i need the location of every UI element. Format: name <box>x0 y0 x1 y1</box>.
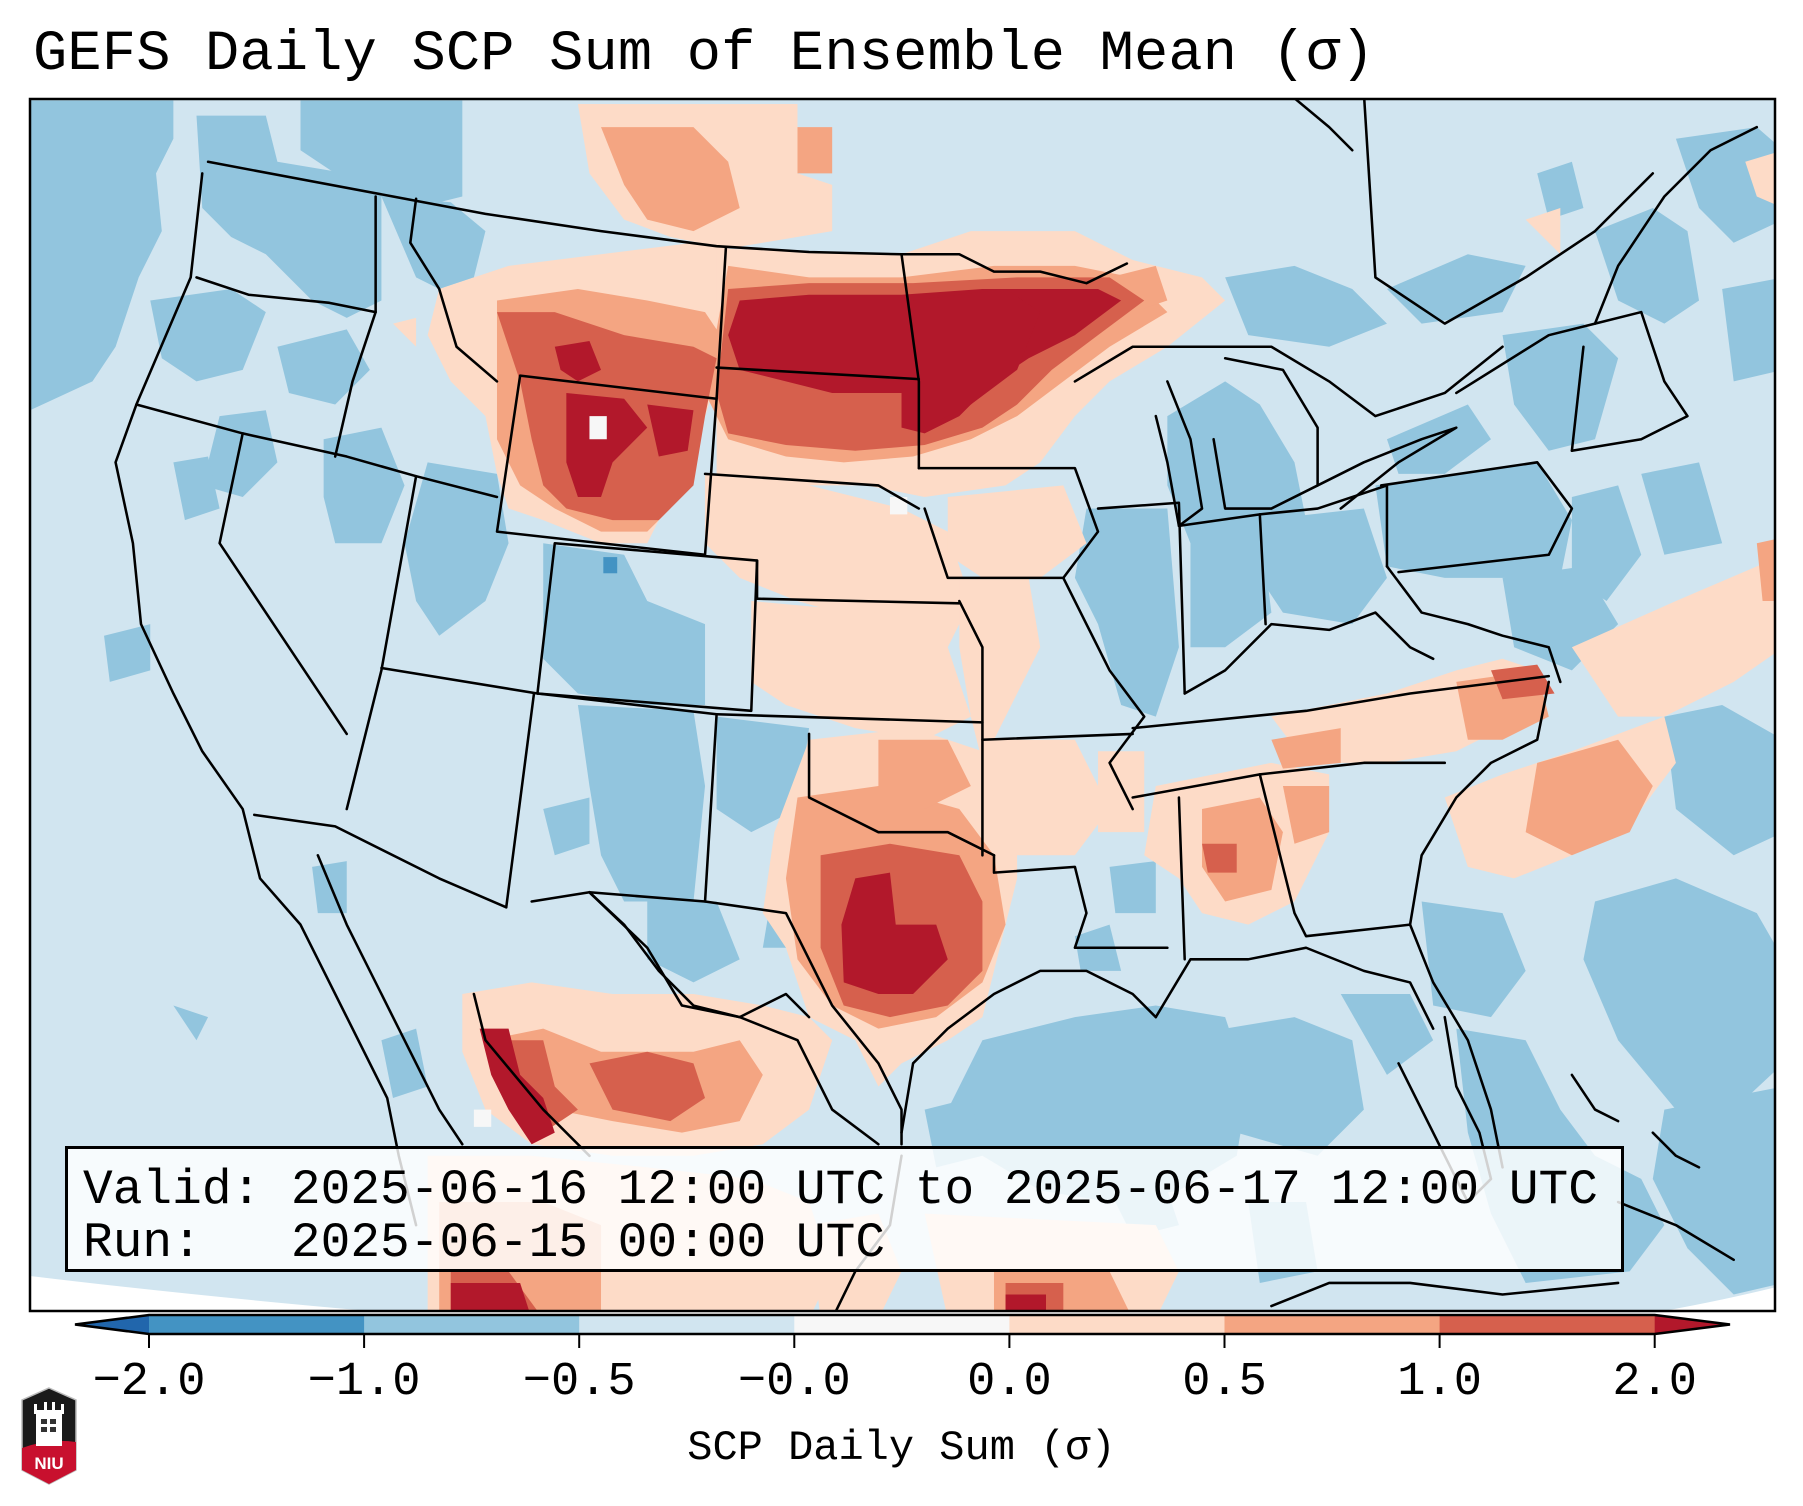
colorbar-bin <box>579 1315 795 1334</box>
colorbar-tick-label: 1.0 <box>1397 1356 1482 1409</box>
colorbar-extend-under <box>75 1315 149 1334</box>
colorbar <box>74 1313 1731 1348</box>
valid-time-box: Valid: 2025-06-16 12:00 UTC to 2025-06-1… <box>65 1146 1624 1272</box>
projection-edge-bottom-right <box>1663 1287 1775 1311</box>
run-time-text: Run: 2025-06-15 00:00 UTC <box>83 1215 886 1271</box>
colorbar-bin <box>1439 1315 1656 1334</box>
colorbar-tick-label: 0.5 <box>1182 1356 1267 1409</box>
colorbar-tick-label: −1.0 <box>307 1356 421 1409</box>
colorbar-bin <box>364 1315 580 1334</box>
colorbar-bin <box>1224 1315 1441 1334</box>
colorbar-tick-label: −0.0 <box>737 1356 851 1409</box>
map-panel <box>28 97 1777 1313</box>
colorbar-label: SCP Daily Sum (σ) <box>687 1424 1116 1472</box>
field-neutral <box>473 416 908 1127</box>
plot-title: GEFS Daily SCP Sum of Ensemble Mean (σ) <box>33 23 1375 87</box>
colorbar-tick-label: −0.5 <box>522 1356 636 1409</box>
colorbar-tick-label: −2.0 <box>92 1356 206 1409</box>
anomaly-field <box>30 99 1775 1311</box>
logo-text: NIU <box>34 1454 63 1473</box>
niu-shield-logo-icon: NIU <box>21 1387 77 1485</box>
valid-time-text: Valid: 2025-06-16 12:00 UTC to 2025-06-1… <box>83 1162 1598 1218</box>
colorbar-bin <box>149 1315 365 1334</box>
colorbar-bin <box>794 1315 1010 1334</box>
colorbar-bin <box>1009 1315 1225 1334</box>
colorbar-extend-over <box>1654 1315 1730 1334</box>
colorbar-tick-label: 0.0 <box>967 1356 1052 1409</box>
field-negative-strong <box>603 557 618 574</box>
colorbar-tick-label: 2.0 <box>1612 1356 1697 1409</box>
map-frame <box>28 97 1777 1313</box>
projection-edge-bottom-left <box>30 1276 370 1311</box>
field-positive-extreme <box>450 288 1122 1311</box>
